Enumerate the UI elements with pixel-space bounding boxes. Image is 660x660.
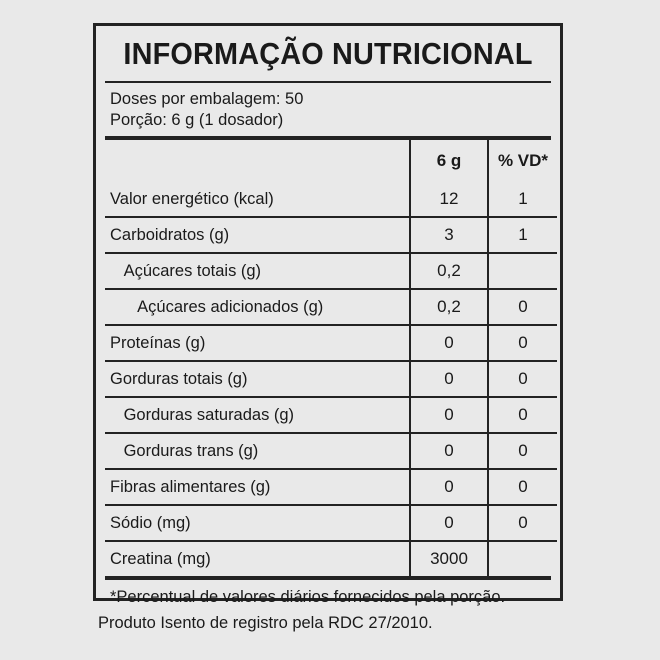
serving-size: Porção: 6 g (1 dosador): [110, 110, 284, 129]
table-row: Carboidratos (g) 3 1: [105, 217, 557, 254]
nutrient-name: Creatina (mg): [110, 549, 211, 568]
nutrient-daily-value-cell: [487, 541, 557, 576]
column-header-amount: 6 g: [409, 140, 488, 182]
registration-note: Produto Isento de registro pela RDC 27/2…: [98, 612, 443, 634]
table-row: Valor energético (kcal) 12 1: [105, 182, 557, 218]
nutrient-name-cell: Sódio (mg): [105, 505, 410, 542]
nutrient-amount-cell: 0: [409, 433, 488, 470]
nutrient-daily-value-cell: 0: [487, 433, 557, 470]
table-header-row: 6 g % VD*: [105, 140, 557, 182]
nutrient-name-cell: Valor energético (kcal): [105, 182, 410, 218]
nutrient-daily-value-cell: 0: [487, 397, 557, 434]
daily-value-footnote-text: *Percentual de valores diários fornecido…: [110, 587, 506, 606]
nutrient-name: Gorduras saturadas (g): [123, 405, 295, 424]
nutrient-daily-value-cell: 0: [487, 325, 557, 362]
nutrient-amount-cell: 0: [409, 505, 488, 542]
nutrient-amount-cell: 0,2: [409, 289, 488, 326]
nutrient-amount-cell: 12: [409, 182, 488, 218]
table-row: Proteínas (g) 0 0: [105, 325, 557, 362]
nutrient-amount-cell: 3: [409, 217, 488, 254]
nutrient-name: Açúcares adicionados (g): [137, 297, 324, 316]
nutrition-table-body: Valor energético (kcal) 12 1 Carboidratos (…: [105, 182, 557, 576]
column-header-nutrient: [105, 140, 410, 182]
table-row: Gorduras trans (g) 0 0: [105, 433, 557, 470]
servings-divider: [105, 136, 551, 140]
nutrient-daily-value-cell: 0: [487, 469, 557, 506]
footnote-divider: [105, 576, 551, 580]
nutrient-name-cell: Proteínas (g): [105, 325, 410, 362]
label-title-row: INFORMAÇÃO NUTRICIONAL: [96, 26, 560, 81]
table-row: Gorduras totais (g) 0 0: [105, 361, 557, 398]
nutrient-name-cell: Carboidratos (g): [105, 217, 410, 254]
nutrient-daily-value-cell: 0: [487, 505, 557, 542]
nutrition-table: 6 g % VD* Valor energético (kcal) 12 1 Carb…: [105, 140, 557, 576]
nutrient-daily-value-cell: 1: [487, 182, 557, 218]
title-divider: [105, 81, 551, 83]
nutrient-name-cell: Açúcares totais (g): [105, 253, 410, 290]
column-header-daily-value: % VD*: [487, 140, 557, 182]
nutrient-amount-cell: 0,2: [409, 253, 488, 290]
nutrient-amount-cell: 0: [409, 325, 488, 362]
table-row: Creatina (mg) 3000: [105, 541, 557, 576]
nutrient-name-cell: Gorduras saturadas (g): [105, 397, 410, 434]
nutrient-name: Gorduras totais (g): [110, 369, 248, 388]
daily-value-footnote: *Percentual de valores diários fornecido…: [96, 580, 560, 608]
nutrient-amount-cell: 0: [409, 469, 488, 506]
registration-note-text: Produto Isento de registro pela RDC 27/2…: [98, 613, 433, 632]
table-row: Açúcares adicionados (g) 0,2 0: [105, 289, 557, 326]
nutrient-name: Valor energético (kcal): [110, 189, 274, 208]
table-row: Sódio (mg) 0 0: [105, 505, 557, 542]
nutrient-amount-cell: 0: [409, 361, 488, 398]
table-row: Fibras alimentares (g) 0 0: [105, 469, 557, 506]
nutrient-name: Proteínas (g): [110, 333, 206, 352]
nutrient-daily-value-cell: 0: [487, 289, 557, 326]
table-row: Gorduras saturadas (g) 0 0: [105, 397, 557, 434]
nutrient-name: Açúcares totais (g): [123, 261, 262, 280]
nutrient-name-cell: Creatina (mg): [105, 541, 410, 576]
nutrient-name-cell: Fibras alimentares (g): [105, 469, 410, 506]
nutrient-daily-value-cell: [487, 253, 557, 290]
nutrient-amount-cell: 0: [409, 397, 488, 434]
nutrient-name-cell: Açúcares adicionados (g): [105, 289, 410, 326]
nutrient-name: Gorduras trans (g): [123, 441, 259, 460]
nutrient-daily-value-cell: 0: [487, 361, 557, 398]
nutrient-name-cell: Gorduras totais (g): [105, 361, 410, 398]
nutrient-name: Fibras alimentares (g): [110, 477, 271, 496]
servings-per-package: Doses por embalagem: 50: [110, 89, 304, 108]
nutrient-name-cell: Gorduras trans (g): [105, 433, 410, 470]
nutrient-name: Sódio (mg): [110, 513, 191, 532]
nutrition-table-wrap: 6 g % VD* Valor energético (kcal) 12 1 Carb…: [105, 140, 557, 576]
nutrient-name: Carboidratos (g): [110, 225, 230, 244]
nutrition-facts-panel: INFORMAÇÃO NUTRICIONAL Doses por embalag…: [93, 23, 563, 606]
servings-block: Doses por embalagem: 50 Porção: 6 g (1 d…: [96, 83, 560, 136]
nutrient-daily-value-cell: 1: [487, 217, 557, 254]
table-row: Açúcares totais (g) 0,2: [105, 253, 557, 290]
page-title: INFORMAÇÃO NUTRICIONAL: [123, 36, 533, 71]
nutrient-amount-cell: 3000: [409, 541, 488, 576]
